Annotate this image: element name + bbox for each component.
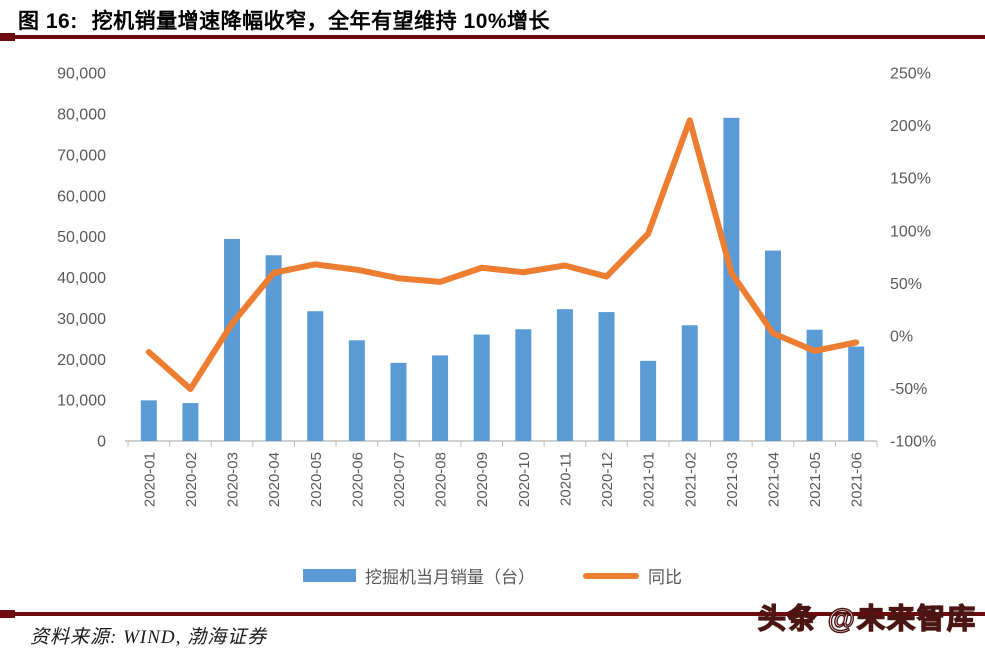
bar-2020-05 [307,311,324,441]
line-series-swatch [583,572,639,579]
title-divider-rule [0,33,985,41]
x-axis-label-2021-04: 2021-04 [765,452,782,507]
bar-series-swatch [303,569,356,582]
x-axis-label-2020-11: 2020-11 [557,452,574,506]
bar-2021-04 [764,250,781,441]
x-axis-label-2021-06: 2021-06 [849,452,866,507]
bar-2020-08 [432,355,449,441]
left-axis-tick-label: 50,000 [57,229,106,246]
bar-2020-09 [473,334,490,441]
bar-2020-06 [348,340,365,441]
left-axis-tick-label: 80,000 [57,106,106,123]
bar-series-label: 挖掘机当月销量（台） [365,568,535,587]
watermark: 头条 @未来智库 [757,602,977,634]
source-note: 资料来源: WIND, 渤海证券 [30,627,268,648]
legend-item-bar-series: 挖掘机当月销量（台） [303,563,535,588]
right-axis-tick-label: -50% [890,381,927,398]
right-axis-tick-label: 200% [890,118,931,135]
bar-2021-01 [640,360,657,441]
legend-item-line-series: 同比 [583,563,682,588]
x-axis-label-2020-02: 2020-02 [183,452,200,507]
excavator-sales-combo-chart: 0 10,000 20,000 30,000 40,000 50,000 60,000 70,… [57,66,936,507]
x-axis-label-2020-07: 2020-07 [391,452,408,507]
left-axis-tick-label: 0 [97,434,106,451]
right-axis-tick-label: 150% [890,171,931,188]
footer-divider-rule [0,610,985,618]
right-axis-tick-label: 50% [890,276,922,293]
line-series-label: 同比 [648,568,682,587]
right-axis-tick-label: 0% [890,328,913,345]
x-axis-label-2020-09: 2020-09 [474,452,491,507]
bar-2021-02 [681,325,698,441]
right-axis-tick-label: -100% [890,434,936,451]
figure-title: 图 16: 挖机销量增速降幅收窄，全年有望维持 10%增长 [18,5,550,35]
bar-2020-04 [265,255,282,441]
x-axis-label-2021-03: 2021-03 [724,452,741,507]
x-axis-label-2021-05: 2021-05 [807,452,824,507]
figure-title-text: 挖机销量增速降幅收窄，全年有望维持 10%增长 [91,10,551,33]
bar-2020-02 [182,403,199,441]
left-axis-tick-label: 90,000 [57,66,106,83]
x-axis-label-2021-02: 2021-02 [682,452,699,507]
left-axis-tick-label: 40,000 [57,270,106,287]
bar-2020-12 [598,312,615,441]
x-axis-label-2020-12: 2020-12 [599,452,616,507]
yoy-line [145,117,860,392]
right-axis-tick-label: 100% [890,223,931,240]
bar-2020-10 [515,329,532,441]
left-axis-tick-label: 30,000 [57,311,106,328]
bar-2020-07 [390,362,407,441]
chart-legend: 挖掘机当月销量（台） 同比 [0,563,985,588]
bar-2021-06 [848,346,865,441]
x-axis-label-2020-03: 2020-03 [225,452,242,507]
bar-2021-05 [806,329,823,441]
x-axis-label-2020-06: 2020-06 [349,452,366,507]
left-axis-tick-label: 70,000 [57,147,106,164]
x-axis-label-2020-04: 2020-04 [266,452,283,507]
figure-number: 图 16: [18,10,78,33]
right-axis-tick-label: 250% [890,66,931,83]
bar-2020-01 [140,400,157,441]
bar-2020-03 [224,238,241,441]
x-axis-label-2020-01: 2020-01 [141,452,158,507]
x-axis-label-2021-01: 2021-01 [641,452,658,507]
left-axis-tick-label: 20,000 [57,352,106,369]
left-axis-tick-label: 60,000 [57,188,106,205]
x-axis-label-2020-05: 2020-05 [308,452,325,507]
left-axis-tick-label: 10,000 [57,393,106,410]
bar-2021-03 [723,117,740,442]
bar-2020-11 [556,309,573,441]
x-axis-label-2020-10: 2020-10 [516,452,533,507]
x-axis-label-2020-08: 2020-08 [433,452,450,507]
